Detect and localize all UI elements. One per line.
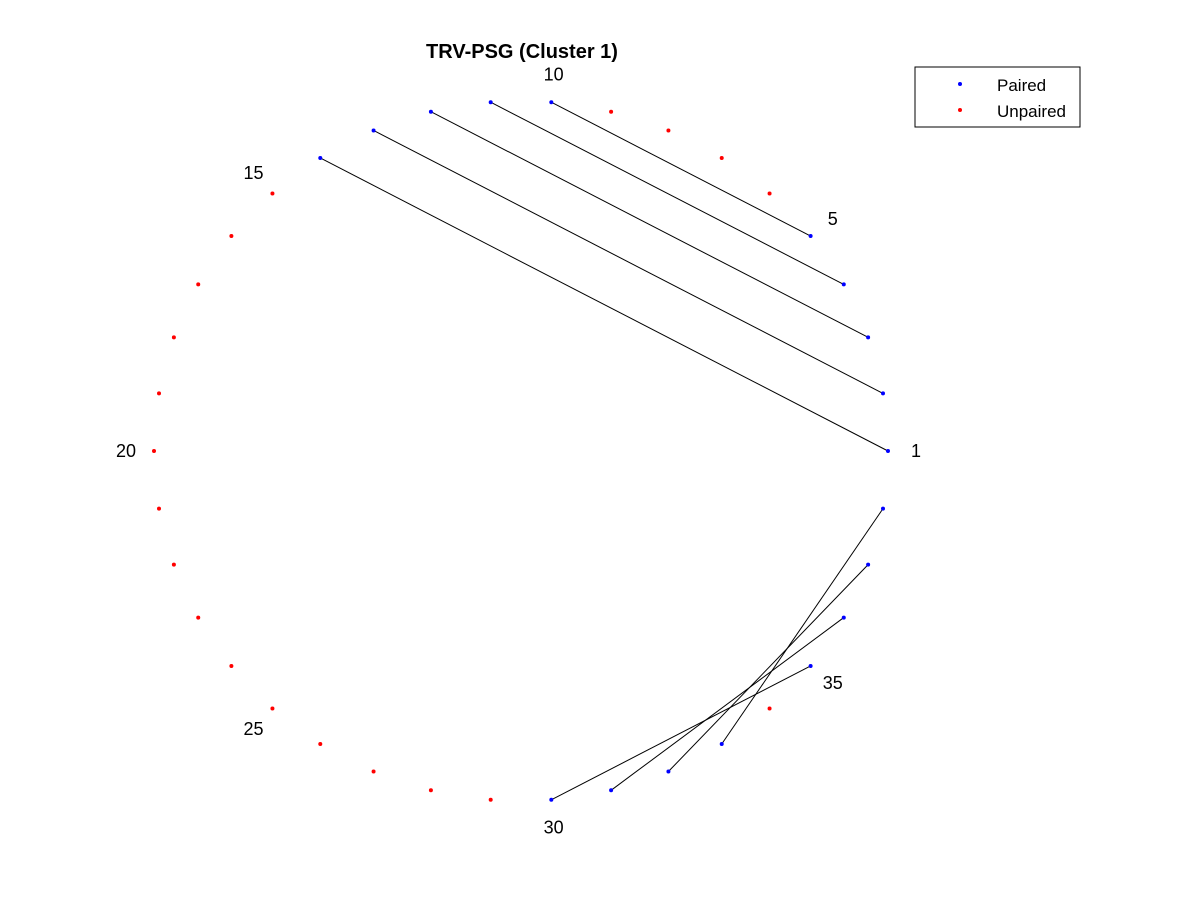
paired-node-38: [880, 506, 885, 511]
unpaired-node-34: [767, 706, 772, 711]
paired-node-10: [549, 100, 554, 105]
unpaired-node-24: [229, 663, 234, 668]
pair-link-2-13: [373, 130, 884, 394]
index-label-10: 10: [544, 64, 564, 84]
index-label-15: 15: [243, 163, 263, 183]
paired-node-31: [609, 788, 614, 793]
paired-node-13: [371, 128, 376, 133]
unpaired-node-6: [767, 191, 772, 196]
pair-link-33-38: [721, 508, 884, 745]
paired-node-12: [428, 109, 433, 114]
legend-box: [914, 66, 1081, 128]
paired-node-2: [880, 391, 885, 396]
unpaired-node-21: [157, 506, 162, 511]
paired-node-3: [866, 335, 871, 340]
unpaired-node-18: [171, 335, 176, 340]
pair-link-3-12: [430, 111, 869, 338]
pair-link-30-35: [551, 665, 811, 801]
pair-link-31-36: [610, 617, 845, 791]
paired-node-1: [886, 449, 890, 453]
index-label-30: 30: [544, 818, 564, 838]
paired-node-33: [719, 742, 724, 747]
paired-node-11: [488, 100, 493, 105]
unpaired-node-28: [428, 788, 433, 793]
unpaired-node-25: [270, 706, 275, 711]
chart-title: TRV-PSG (Cluster 1): [426, 41, 618, 63]
paired-node-30: [549, 797, 554, 802]
legend-unpaired-label: Unpaired: [997, 102, 1066, 121]
paired-node-37: [866, 562, 871, 567]
paired-node-32: [666, 769, 671, 774]
paired-node-36: [841, 615, 846, 620]
paired-node-35: [808, 663, 813, 668]
pair-links: [320, 101, 889, 801]
unpaired-node-29: [488, 797, 493, 802]
unpaired-node-23: [196, 615, 201, 620]
pair-link-32-37: [668, 564, 869, 772]
pair-link-5-10: [551, 101, 811, 237]
paired-node-4: [841, 282, 846, 287]
unpaired-node-22: [171, 562, 176, 567]
pair-link-4-11: [490, 101, 844, 285]
unpaired-node-20: [152, 449, 156, 453]
unpaired-node-17: [196, 282, 201, 287]
unpaired-node-8: [666, 128, 671, 133]
index-label-25: 25: [243, 719, 263, 739]
unpaired-node-7: [719, 155, 724, 160]
legend: Paired Unpaired: [914, 66, 1081, 128]
paired-node-14: [318, 155, 323, 160]
index-label-20: 20: [116, 441, 136, 461]
index-label-5: 5: [828, 209, 838, 229]
legend-unpaired-marker: [958, 108, 962, 112]
unpaired-node-16: [229, 234, 234, 239]
pair-link-1-14: [320, 157, 889, 452]
unpaired-node-9: [609, 109, 614, 114]
unpaired-node-19: [157, 391, 162, 396]
legend-paired-marker: [958, 82, 962, 86]
unpaired-node-27: [371, 769, 376, 774]
legend-paired-label: Paired: [997, 76, 1046, 95]
index-label-35: 35: [823, 673, 843, 693]
unpaired-node-15: [270, 191, 275, 196]
unpaired-node-26: [318, 742, 323, 747]
nodes: [152, 100, 890, 802]
paired-node-5: [808, 234, 813, 239]
index-label-1: 1: [911, 441, 921, 461]
